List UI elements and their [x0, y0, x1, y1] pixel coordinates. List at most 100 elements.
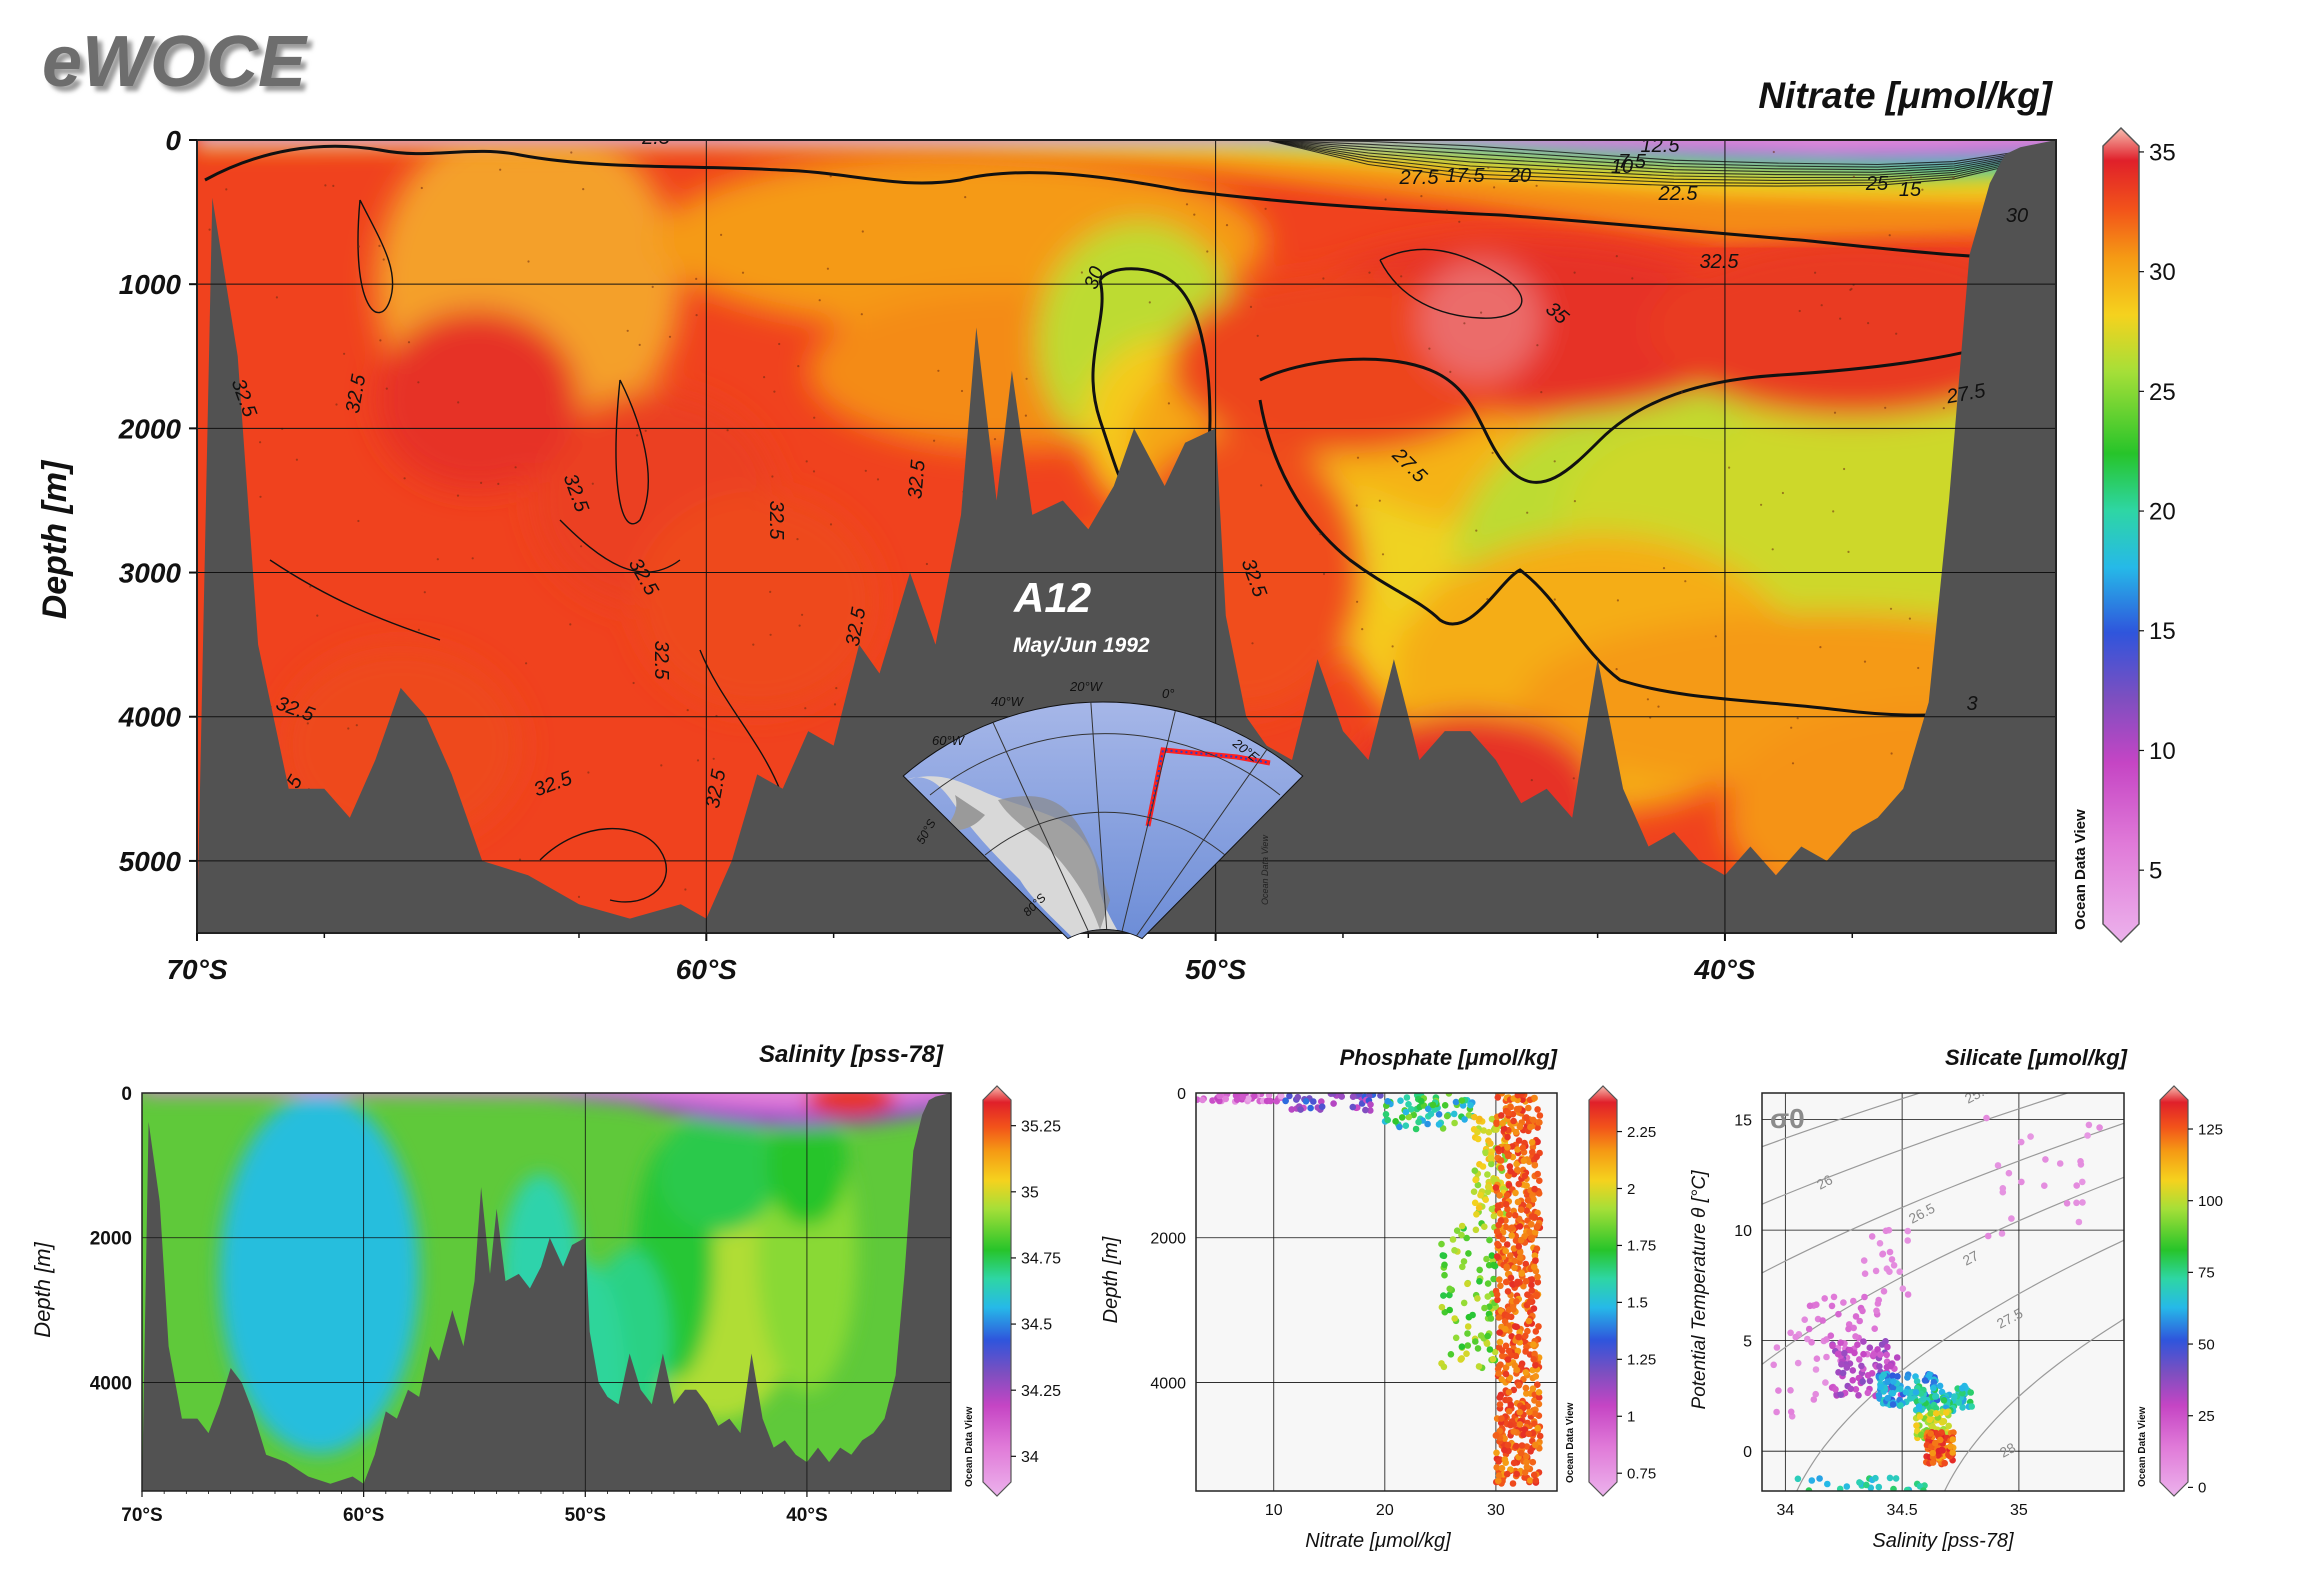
- phosphate-point: [1494, 1202, 1502, 1209]
- phosphate-point: [1484, 1280, 1492, 1287]
- phosphate-point: [1531, 1420, 1538, 1427]
- phosphate-point: [1502, 1278, 1510, 1286]
- sample-dot: [403, 477, 406, 480]
- phosphate-point: [1265, 1093, 1273, 1099]
- phosphate-point: [1439, 1125, 1447, 1132]
- phosphate-point: [1450, 1110, 1458, 1118]
- phosphate-point: [1510, 1117, 1517, 1125]
- silicate-point: [1829, 1342, 1836, 1350]
- phosphate-point: [1514, 1093, 1522, 1099]
- silicate-point: [1837, 1391, 1844, 1398]
- silicate-x-axis: 34 34.5 35: [1776, 1502, 2027, 1519]
- phosphate-point: [1474, 1345, 1482, 1352]
- phosphate-point: [1484, 1188, 1492, 1196]
- silicate-point: [1834, 1350, 1842, 1358]
- silicate-point: [1874, 1300, 1882, 1307]
- phosphate-point: [1534, 1273, 1541, 1281]
- sample-dot: [1206, 250, 1209, 253]
- silicate-y-axis: 0 5 10 15: [1734, 1113, 1752, 1462]
- sample-dot: [1185, 203, 1189, 206]
- phosphate-point: [1514, 1166, 1521, 1174]
- silicate-point: [1812, 1390, 1819, 1398]
- phosphate-point: [1505, 1388, 1513, 1396]
- phosphate-point: [1529, 1458, 1537, 1466]
- phosphate-point: [1504, 1133, 1511, 1141]
- salinity-y-tick-label: 4000: [90, 1373, 132, 1394]
- salinity-y-axis-label: Depth [m]: [30, 1241, 55, 1337]
- phosphate-point: [1530, 1196, 1537, 1203]
- sample-dot: [1557, 168, 1560, 171]
- phosphate-point: [1476, 1278, 1483, 1285]
- silicate-point: [1880, 1288, 1888, 1295]
- silicate-point: [1943, 1409, 1950, 1416]
- phosphate-point: [1384, 1098, 1391, 1105]
- silicate-point: [1893, 1354, 1901, 1361]
- colorbar-tick-label: 35: [1021, 1184, 1039, 1201]
- phosphate-point: [1447, 1351, 1455, 1358]
- phosphate-point: [1523, 1458, 1530, 1466]
- sample-dot: [316, 614, 319, 617]
- phosphate-point: [1533, 1153, 1540, 1161]
- sample-dot: [347, 727, 350, 730]
- phosphate-point: [1490, 1275, 1497, 1283]
- silicate-point: [2079, 1178, 2086, 1186]
- sample-dot: [1615, 668, 1618, 671]
- sample-dot: [1475, 529, 1478, 532]
- phosphate-point: [1476, 1266, 1483, 1274]
- field-patch-19: [1648, 237, 2056, 418]
- silicate-point: [1890, 1262, 1898, 1269]
- sample-dot: [1535, 184, 1538, 187]
- y-tick-label: 4000: [118, 702, 182, 733]
- phosphate-point: [1427, 1110, 1435, 1118]
- salinity-colorbar: 35.25 35 34.75 34.5 34.25 34: [982, 1085, 1061, 1497]
- sample-dot: [773, 390, 776, 393]
- phosphate-point: [1493, 1291, 1501, 1298]
- phosphate-point: [1495, 1477, 1502, 1484]
- surface-layer-6: [197, 140, 2056, 152]
- silicate-point: [2005, 1169, 2013, 1177]
- sample-dot: [860, 313, 863, 316]
- phosphate-point: [1518, 1270, 1526, 1277]
- sample-dot: [1256, 334, 1259, 337]
- silicate-point: [1856, 1317, 1863, 1325]
- salinity-y-axis: 0 2000 4000: [90, 1084, 132, 1394]
- colorbar-tick-label: 35.25: [1021, 1118, 1061, 1135]
- sample-dot: [804, 707, 807, 710]
- phosphate-point: [1476, 1115, 1483, 1123]
- phosphate-point: [1441, 1261, 1448, 1269]
- phosphate-point: [1508, 1232, 1515, 1239]
- phosphate-point: [1196, 1096, 1201, 1103]
- contour-label: 32.5: [904, 458, 929, 500]
- phosphate-point: [1534, 1106, 1541, 1113]
- phosphate-point: [1536, 1119, 1543, 1126]
- sample-dot: [812, 470, 816, 473]
- sample-dot: [1319, 533, 1322, 536]
- silicate-point: [1775, 1387, 1782, 1394]
- contour-label: 17.5: [1446, 165, 1486, 187]
- phosphate-point: [1367, 1107, 1374, 1114]
- silicate-point: [1930, 1384, 1937, 1392]
- contour-label: 15: [1899, 179, 1922, 201]
- sample-dot: [720, 233, 723, 236]
- phosphate-point: [1482, 1196, 1489, 1203]
- silicate-point: [1839, 1369, 1847, 1377]
- phosphate-point: [1458, 1231, 1465, 1239]
- phosphate-point: [1503, 1241, 1511, 1248]
- phosphate-point: [1459, 1263, 1466, 1271]
- silicate-point: [1886, 1248, 1894, 1256]
- phosphate-point: [1475, 1363, 1483, 1370]
- phosphate-point: [1330, 1100, 1337, 1107]
- sample-dot: [1493, 186, 1496, 189]
- colorbar-tick-label: 100: [2198, 1193, 2223, 1210]
- sample-dot: [1662, 567, 1666, 570]
- phosphate-point: [1515, 1180, 1523, 1188]
- sample-dot: [1264, 207, 1267, 210]
- phosphate-point: [1496, 1192, 1503, 1199]
- phosphate-point: [1302, 1098, 1310, 1105]
- phosphate-point: [1521, 1474, 1528, 1481]
- silicate-point: [1892, 1475, 1900, 1482]
- phosphate-point: [1513, 1298, 1520, 1305]
- phosphate-point: [1494, 1094, 1502, 1101]
- phosphate-point: [1534, 1138, 1541, 1146]
